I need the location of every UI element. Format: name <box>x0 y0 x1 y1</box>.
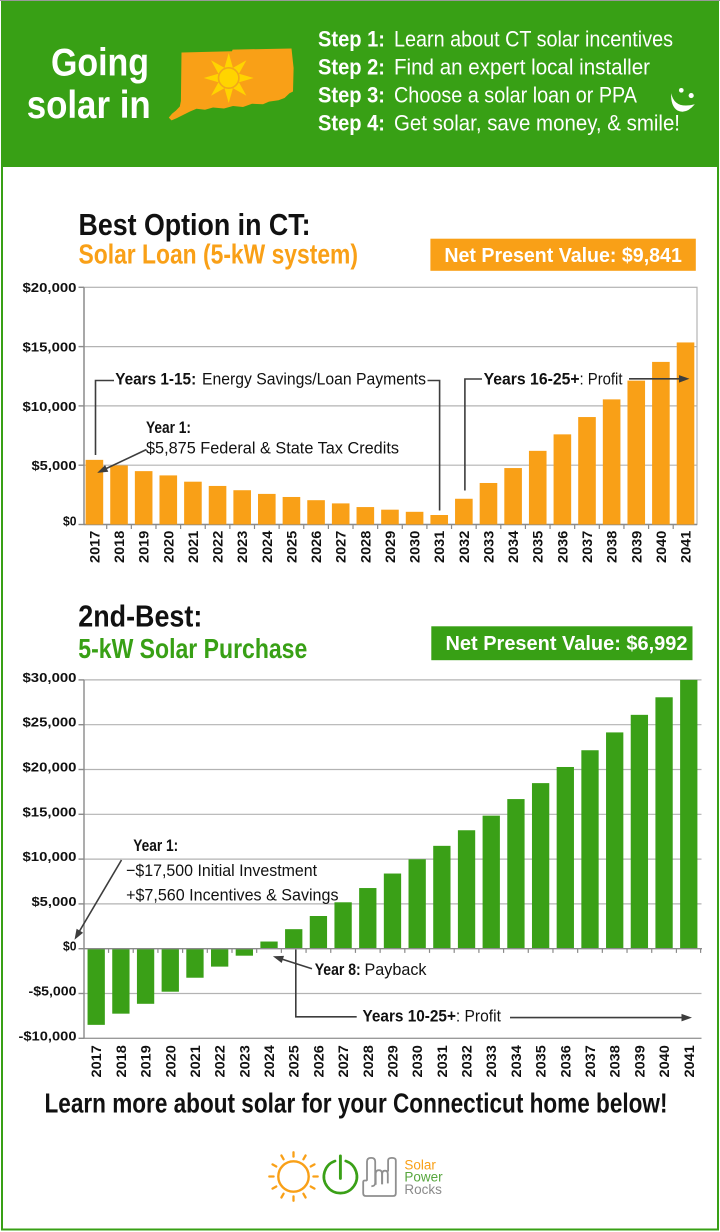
svg-text:2034: 2034 <box>505 530 521 563</box>
svg-text:Energy Savings/Loan Payments: Energy Savings/Loan Payments <box>202 370 426 389</box>
svg-text:-$10,000: -$10,000 <box>19 1028 77 1043</box>
svg-text:Step 3:: Step 3: <box>318 83 385 108</box>
svg-text:: Profit: : Profit <box>456 1007 501 1026</box>
svg-text:2030: 2030 <box>409 1045 425 1078</box>
svg-text:2034: 2034 <box>508 1045 524 1078</box>
svg-text:2038: 2038 <box>607 1045 623 1078</box>
svg-text:Net Present Value: $9,841: Net Present Value: $9,841 <box>444 245 682 267</box>
svg-text:+$7,560 Incentives & Savings: +$7,560 Incentives & Savings <box>126 886 338 905</box>
svg-text:Year 1:: Year 1: <box>133 836 178 855</box>
svg-text:$15,000: $15,000 <box>23 804 77 819</box>
svg-text:2037: 2037 <box>582 1045 598 1078</box>
svg-text:Step 4:: Step 4: <box>318 111 385 136</box>
svg-text:$0: $0 <box>63 939 77 954</box>
svg-text:2023: 2023 <box>234 530 250 563</box>
svg-text:$10,000: $10,000 <box>23 399 77 414</box>
svg-text:Payback: Payback <box>365 960 427 979</box>
svg-text:5-kW Solar Purchase: 5-kW Solar Purchase <box>78 633 307 664</box>
svg-text:Years 16-25+: Years 16-25+ <box>484 370 580 389</box>
svg-text:2018: 2018 <box>113 1045 129 1078</box>
svg-text:2033: 2033 <box>480 530 496 563</box>
svg-text:2027: 2027 <box>335 1045 351 1078</box>
svg-text:2029: 2029 <box>382 530 398 563</box>
svg-text:2032: 2032 <box>459 1045 475 1078</box>
svg-text:2036: 2036 <box>554 530 570 563</box>
svg-text:$30,000: $30,000 <box>23 670 77 685</box>
svg-text:$20,000: $20,000 <box>23 760 77 775</box>
svg-text:2nd-Best:: 2nd-Best: <box>78 598 202 633</box>
svg-text:Get solar, save money, & smile: Get solar, save money, & smile! <box>394 111 680 136</box>
svg-text:Solar: Solar <box>404 1157 436 1172</box>
svg-text:Rocks: Rocks <box>404 1182 442 1197</box>
svg-text:Find an expert local installer: Find an expert local installer <box>394 55 650 80</box>
svg-text:2026: 2026 <box>310 1045 326 1078</box>
svg-text:$5,000: $5,000 <box>32 458 77 473</box>
svg-text:solar in: solar in <box>27 84 151 127</box>
svg-text:2029: 2029 <box>384 1045 400 1078</box>
svg-text:Learn about CT solar incentive: Learn about CT solar incentives <box>394 27 673 52</box>
svg-text:Years 1-15:: Years 1-15: <box>115 370 196 389</box>
svg-text:2033: 2033 <box>483 1045 499 1078</box>
svg-text:Years 10-25+: Years 10-25+ <box>363 1007 456 1026</box>
svg-text:2027: 2027 <box>333 530 349 563</box>
svg-text:2031: 2031 <box>431 530 447 563</box>
svg-text:Choose a solar loan or PPA: Choose a solar loan or PPA <box>394 83 637 108</box>
svg-text:$5,875 Federal & State Tax Cre: $5,875 Federal & State Tax Credits <box>146 439 399 458</box>
svg-text:2017: 2017 <box>88 1045 104 1078</box>
svg-text:$20,000: $20,000 <box>23 280 77 295</box>
svg-text:Net Present Value: $6,992: Net Present Value: $6,992 <box>446 633 688 655</box>
svg-text:2038: 2038 <box>604 530 620 563</box>
svg-text:2020: 2020 <box>160 530 176 563</box>
svg-text:Going: Going <box>51 42 149 85</box>
svg-text:Year 1:: Year 1: <box>146 418 191 437</box>
svg-text:$10,000: $10,000 <box>23 849 77 864</box>
svg-text:2035: 2035 <box>530 530 546 563</box>
svg-text:2039: 2039 <box>628 530 644 563</box>
svg-text:2028: 2028 <box>360 1045 376 1078</box>
svg-text:2040: 2040 <box>656 1045 672 1078</box>
svg-text:Step 1:: Step 1: <box>318 27 385 52</box>
svg-text:2024: 2024 <box>261 1045 277 1078</box>
svg-text:2019: 2019 <box>136 530 152 563</box>
svg-text:2021: 2021 <box>187 1045 203 1078</box>
svg-text:$25,000: $25,000 <box>23 715 77 730</box>
svg-text:2031: 2031 <box>434 1045 450 1078</box>
svg-text:Step 2:: Step 2: <box>318 55 385 80</box>
svg-text:2017: 2017 <box>86 530 102 563</box>
svg-text:2040: 2040 <box>653 530 669 563</box>
svg-text:Solar Loan (5-kW system): Solar Loan (5-kW system) <box>79 239 359 270</box>
svg-text:2039: 2039 <box>631 1045 647 1078</box>
svg-text:2032: 2032 <box>456 530 472 563</box>
svg-text:2022: 2022 <box>212 1045 228 1078</box>
svg-text:2026: 2026 <box>308 530 324 563</box>
svg-text:2037: 2037 <box>579 530 595 563</box>
svg-text:2025: 2025 <box>286 1045 302 1078</box>
svg-text:2036: 2036 <box>557 1045 573 1078</box>
svg-text:−$17,500 Initial Investment: −$17,500 Initial Investment <box>126 861 317 880</box>
svg-text:Best Option in CT:: Best Option in CT: <box>79 207 311 242</box>
svg-text:2021: 2021 <box>185 530 201 563</box>
svg-text:Learn more about solar for you: Learn more about solar for your Connecti… <box>45 1088 668 1119</box>
svg-text:$5,000: $5,000 <box>32 894 77 909</box>
svg-text:2041: 2041 <box>678 530 694 563</box>
svg-text:$15,000: $15,000 <box>23 339 77 354</box>
svg-text:2019: 2019 <box>138 1045 154 1078</box>
svg-text:Year 8:: Year 8: <box>315 960 361 979</box>
svg-text:: Profit: : Profit <box>580 370 623 389</box>
svg-text:Power: Power <box>404 1170 443 1185</box>
svg-text:$0: $0 <box>63 514 77 529</box>
svg-text:2030: 2030 <box>407 530 423 563</box>
svg-text:2023: 2023 <box>236 1045 252 1078</box>
svg-text:2020: 2020 <box>162 1045 178 1078</box>
svg-text:2018: 2018 <box>111 530 127 563</box>
svg-text:2028: 2028 <box>357 530 373 563</box>
svg-text:2024: 2024 <box>259 530 275 563</box>
svg-text:-$5,000: -$5,000 <box>29 984 77 999</box>
svg-text:2025: 2025 <box>283 530 299 563</box>
svg-text:2022: 2022 <box>210 530 226 563</box>
svg-text:2035: 2035 <box>533 1045 549 1078</box>
svg-text:2041: 2041 <box>681 1045 697 1078</box>
